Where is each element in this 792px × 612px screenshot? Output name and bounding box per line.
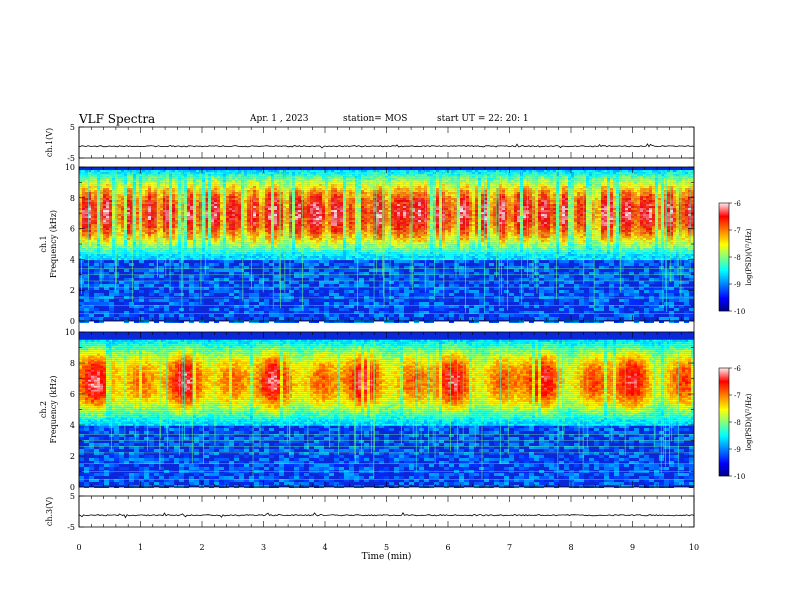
x-tick-label: 5 bbox=[384, 543, 389, 552]
y-tick-label: 6 bbox=[70, 225, 75, 234]
emission-band bbox=[79, 170, 694, 260]
emission-band bbox=[79, 340, 694, 426]
y-axis-label: ch.2 bbox=[39, 401, 48, 418]
x-tick-label: 10 bbox=[689, 543, 699, 552]
colorbar-label: log(PSD)(V²/Hz) bbox=[745, 393, 753, 450]
y-tick-label: 2 bbox=[70, 452, 75, 461]
colorbar-tick-label: -10 bbox=[734, 473, 745, 481]
waveform-trace bbox=[79, 513, 694, 518]
x-tick-label: 2 bbox=[199, 543, 204, 552]
colorbar-tick-label: -7 bbox=[734, 392, 741, 400]
colorbar-tick-label: -9 bbox=[734, 281, 741, 289]
y-tick-label: 6 bbox=[70, 390, 75, 399]
waveform-ch1-panel: 5 -5 ch.1(V) bbox=[45, 123, 694, 163]
y-tick-label: 4 bbox=[70, 421, 75, 430]
y-tick-label: 5 bbox=[70, 492, 75, 501]
y-tick-label: 8 bbox=[70, 194, 75, 203]
colorbar-tick-label: -10 bbox=[734, 308, 745, 316]
y-tick-label: 10 bbox=[65, 163, 75, 172]
colorbar-tick-label: -7 bbox=[734, 227, 741, 235]
y-axis-label: ch.3(V) bbox=[45, 497, 54, 526]
y-tick-label: 0 bbox=[70, 483, 75, 492]
x-tick-label: 0 bbox=[76, 543, 81, 552]
colorbar-tick-label: -9 bbox=[734, 446, 741, 454]
colorbar-tick-label: -8 bbox=[734, 419, 741, 427]
y-tick-label: 8 bbox=[70, 359, 75, 368]
y-axis-label: Frequency (kHz) bbox=[49, 375, 58, 443]
y-tick-label: 10 bbox=[65, 328, 75, 337]
colorbar: -6 -7 -8 -9 -10 log(PSD)(V²/Hz) bbox=[719, 365, 753, 481]
waveform-trace bbox=[79, 144, 694, 148]
colorbar-label: log(PSD)(V²/Hz) bbox=[745, 228, 753, 285]
spectrogram-ch1-panel: 0 2 4 6 8 10 ch.1 Frequency (kHz) -6 -7 -8 -9 -10 log… bbox=[39, 163, 753, 326]
vlf-spectra-figure: 5-5ch.1(V)0246810ch.1 Frequency (kHz)-6-7… bbox=[0, 0, 792, 612]
colorbar-tick-label: -8 bbox=[734, 254, 741, 262]
colorbar-tick-label: -6 bbox=[734, 200, 741, 208]
x-axis-label: Time (min) bbox=[362, 551, 412, 562]
x-tick-label: 1 bbox=[138, 543, 143, 552]
y-tick-label: 4 bbox=[70, 255, 75, 264]
x-tick-label: 8 bbox=[568, 543, 573, 552]
colorbar-tick-label: -6 bbox=[734, 365, 741, 373]
waveform-ch3-panel: 5 -5 ch.3(V) bbox=[45, 492, 694, 532]
y-tick-label: -5 bbox=[67, 154, 75, 163]
y-axis-label: Frequency (kHz) bbox=[49, 210, 58, 278]
x-tick-label: 6 bbox=[445, 543, 450, 552]
x-tick-label: 7 bbox=[507, 543, 512, 552]
y-axis-label: ch.1 bbox=[39, 235, 48, 252]
x-tick-label: 9 bbox=[630, 543, 635, 552]
x-tick-label: 3 bbox=[261, 543, 266, 552]
y-tick-label: -5 bbox=[67, 523, 75, 532]
y-tick-label: 2 bbox=[70, 286, 75, 295]
spectrogram-ch2-panel: 0 2 4 6 8 10 ch.2 Frequency (kHz) -6 -7 -8 -9 -10 log… bbox=[39, 328, 753, 492]
colorbar: -6 -7 -8 -9 -10 log(PSD)(V²/Hz) bbox=[719, 200, 753, 316]
y-axis-label: ch.1(V) bbox=[45, 128, 54, 157]
x-tick-label: 4 bbox=[322, 543, 327, 552]
y-tick-label: 5 bbox=[70, 123, 75, 132]
y-tick-label: 0 bbox=[70, 317, 75, 326]
